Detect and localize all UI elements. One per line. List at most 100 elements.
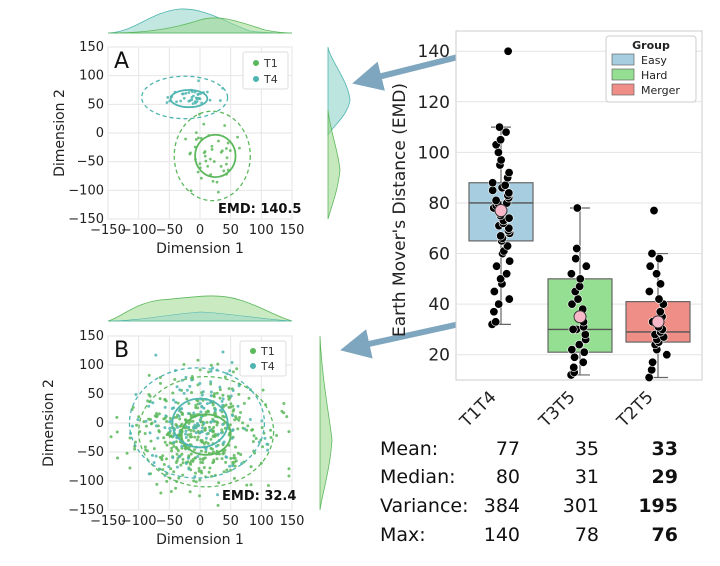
- scatter-point-t4: [184, 91, 188, 95]
- boxplot-category-labels: T1T4 T3T5 T2T5: [456, 387, 658, 432]
- scatter-point-t1: [155, 412, 159, 416]
- box-data-point: [491, 317, 501, 327]
- scatter-point-t4: [257, 440, 261, 444]
- scatter-point-t4: [205, 432, 209, 436]
- scatter-point-t1: [148, 394, 152, 398]
- scatter-point-t1: [213, 392, 217, 396]
- scatter-point-t1: [189, 189, 193, 193]
- scatter-point-t4: [186, 412, 190, 416]
- scatter-point-t1: [208, 157, 212, 161]
- box-data-point: [578, 357, 588, 367]
- scatter-point-t1: [269, 428, 273, 432]
- scatter-point-t4: [220, 399, 224, 403]
- scatter-point-t1: [261, 445, 265, 449]
- scatter-point-t1: [251, 428, 255, 432]
- boxplot-ylabel: Earth Mover's Distance (EMD): [390, 83, 410, 337]
- scatter-point-t1: [269, 435, 273, 439]
- scatter-point-t1: [215, 457, 219, 461]
- y-tick-label: −150: [68, 212, 104, 227]
- x-tick-label: 100: [249, 514, 274, 529]
- scatter-point-t1: [192, 429, 196, 433]
- panel-b-ylabel: Dimension 2: [41, 379, 57, 467]
- box-data-point: [644, 286, 654, 296]
- panel-a-emd-annotation: EMD: 140.5: [218, 202, 301, 217]
- scatter-point-t1: [225, 468, 229, 472]
- x-tick-label: −50: [156, 514, 183, 529]
- box-data-point: [504, 294, 514, 304]
- scatter-point-t4: [221, 397, 225, 401]
- scatter-point-t1: [233, 418, 237, 422]
- boxplot-y-ticks: 20 40 60 80 100 120 140: [418, 42, 450, 365]
- scatter-point-t1: [146, 399, 150, 403]
- scatter-point-t1: [247, 396, 251, 400]
- scatter-point-t1: [165, 443, 169, 447]
- box-data-point: [489, 307, 499, 317]
- scatter-point-t1: [217, 139, 220, 143]
- scatter-point-t4: [192, 94, 195, 98]
- box-data-point: [654, 294, 664, 304]
- scatter-point-t4: [196, 455, 200, 459]
- scatter-point-t4: [175, 425, 179, 429]
- box-t1t4: [468, 46, 534, 329]
- stats-row-label: Variance:: [380, 495, 468, 517]
- box-data-point: [569, 362, 579, 372]
- scatter-point-t4: [191, 102, 195, 106]
- scatter-point-t1: [189, 452, 193, 456]
- scatter-point-t4: [164, 414, 168, 418]
- scatter-point-t1: [147, 417, 151, 421]
- scatter-point-t1: [199, 176, 203, 180]
- scatter-point-t1: [220, 428, 224, 432]
- scatter-point-t1: [174, 486, 178, 490]
- scatter-point-t1: [169, 467, 173, 471]
- box-data-point: [647, 365, 657, 375]
- box-data-point: [492, 261, 502, 271]
- scatter-point-t4: [174, 400, 178, 404]
- scatter-point-t4: [168, 99, 172, 103]
- scatter-point-t4: [205, 90, 209, 94]
- scatter-point-t1: [143, 445, 147, 449]
- scatter-point-t1: [169, 490, 173, 494]
- ellipse-inner-t1: [180, 413, 232, 456]
- scatter-point-t1: [181, 412, 185, 416]
- scatter-point-t4: [225, 455, 229, 459]
- scatter-point-t1: [158, 455, 162, 459]
- scatter-point-t1: [198, 166, 202, 170]
- scatter-point-t4: [198, 401, 202, 405]
- box-data-point: [504, 213, 514, 223]
- scatter-point-t4: [163, 426, 167, 430]
- scatter-point-t1: [226, 168, 230, 172]
- box-data-point: [568, 324, 578, 334]
- y-tick-label: −100: [68, 183, 104, 198]
- scatter-point-t4: [154, 353, 158, 357]
- scatter-point-t1: [191, 459, 195, 463]
- scatter-point-t1: [207, 134, 211, 137]
- scatter-point-t1: [249, 483, 253, 487]
- scatter-point-t1: [216, 362, 220, 366]
- panel-b-legend: T1 T4: [239, 340, 287, 377]
- scatter-point-t1: [223, 415, 227, 419]
- panel-b-x-ticks: −150−100 −50 0 50 100 150: [90, 514, 304, 529]
- scatter-point-t1: [241, 421, 245, 425]
- panel-a-label: A: [114, 49, 129, 74]
- scatter-point-t1: [157, 412, 161, 416]
- box-data-point: [496, 231, 506, 241]
- scatter-point-t4: [190, 90, 194, 94]
- scatter-point-t1: [216, 503, 220, 507]
- x-tick-label: 150: [280, 514, 305, 529]
- scatter-point-t1: [155, 414, 159, 418]
- y-tick-label: 0: [96, 126, 104, 141]
- scatter-point-t1: [164, 457, 168, 461]
- scatter-point-t1: [193, 471, 197, 475]
- y-tick-label: 0: [96, 416, 104, 431]
- boxplot-y-tick-label: 20: [428, 346, 450, 366]
- stats-value: 301: [563, 495, 599, 517]
- box-data-point: [496, 274, 506, 284]
- scatter-point-t1: [147, 373, 151, 377]
- x-tick-label: −100: [121, 223, 157, 238]
- scatter-point-t1: [214, 412, 218, 416]
- scatter-point-t1: [237, 415, 241, 419]
- panel-a-legend: T1 T4: [242, 51, 289, 90]
- box-data-point: [644, 372, 654, 382]
- box-data-point: [503, 46, 513, 56]
